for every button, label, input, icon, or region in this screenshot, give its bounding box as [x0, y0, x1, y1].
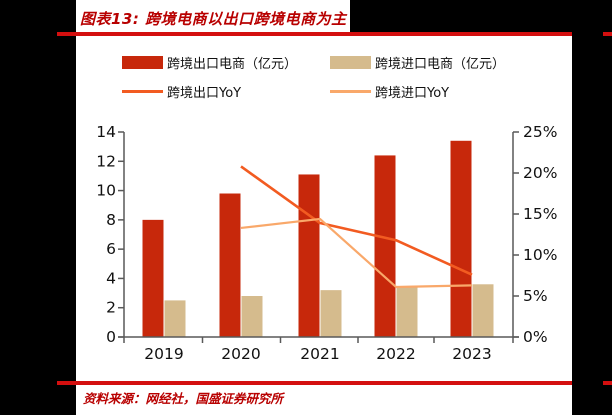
source-note: 资料来源：网经社，国盛证券研究所	[83, 391, 284, 406]
bar-2019-export	[142, 219, 164, 337]
combo-chart: 0 2 4 6 8 10 12 14 0% 5% 10% 15% 20% 25% 2019 2020 2021 2…	[96, 126, 557, 363]
export-yoy-swatch	[122, 89, 163, 93]
bottom-rule-next-page	[603, 381, 612, 385]
right-axis-tick: 5%	[523, 287, 548, 305]
right-axis-tick: 15%	[523, 205, 557, 223]
legend-item-import-bar: 跨境进口电商（亿元）	[330, 53, 506, 72]
left-axis-tick: 4	[106, 269, 116, 287]
left-axis-tick: 0	[106, 328, 116, 346]
bar-2021-import	[320, 290, 342, 337]
left-axis-tick: 12	[96, 152, 116, 170]
legend-label: 跨境进口YoY	[375, 85, 450, 101]
bar-2022-import	[396, 287, 418, 337]
left-axis-tick: 2	[106, 299, 116, 317]
export-bar-swatch	[122, 55, 163, 69]
legend-label: 跨境出口YoY	[167, 85, 242, 101]
legend-item-export-yoy: 跨境出口YoY	[122, 82, 242, 101]
bar-2019-import	[164, 300, 186, 337]
bottom-rule	[57, 381, 572, 385]
legend-label: 跨境出口电商（亿元）	[167, 56, 298, 72]
legend-label: 跨境进口电商（亿元）	[375, 56, 506, 72]
top-rule	[57, 32, 572, 36]
right-axis-tick: 25%	[523, 126, 557, 141]
x-axis-label: 2019	[144, 345, 183, 363]
x-axis-label: 2022	[376, 345, 415, 363]
right-axis-tick: 0%	[523, 328, 548, 346]
export-yoy-line	[240, 165, 473, 276]
legend-item-export-bar: 跨境出口电商（亿元）	[122, 53, 298, 72]
figure-title: 图表13: 跨境电商以出口跨境电商为主	[80, 10, 347, 28]
bar-2022-export	[374, 155, 396, 337]
right-axis-tick: 10%	[523, 246, 557, 264]
bar-2021-export	[298, 174, 320, 337]
x-axis-label: 2020	[221, 345, 260, 363]
left-axis-tick: 14	[96, 126, 116, 141]
x-axis-label: 2023	[452, 345, 491, 363]
bar-2020-import	[241, 296, 263, 337]
import-yoy-swatch	[330, 89, 371, 93]
left-axis-tick: 10	[96, 182, 116, 200]
title-mask	[350, 0, 572, 32]
x-axis-label: 2021	[300, 345, 339, 363]
left-axis-tick: 8	[106, 211, 116, 229]
legend-item-import-yoy: 跨境进口YoY	[330, 82, 450, 101]
left-axis-tick: 6	[106, 240, 116, 258]
bar-2020-export	[219, 193, 241, 337]
bar-2023-export	[450, 140, 472, 337]
import-bar-swatch	[330, 55, 371, 69]
report-page: 图表13: 跨境电商以出口跨境电商为主 跨境出口电商（亿元） 跨境进口电商（亿元…	[76, 0, 572, 415]
right-axis-tick: 20%	[523, 164, 557, 182]
import-yoy-line	[240, 217, 473, 289]
bar-2023-import	[472, 284, 494, 337]
top-rule-next-page	[603, 32, 612, 36]
